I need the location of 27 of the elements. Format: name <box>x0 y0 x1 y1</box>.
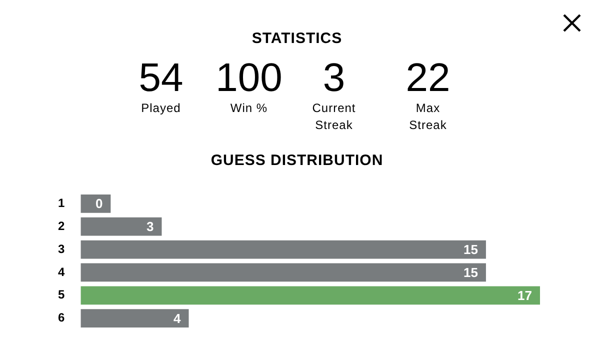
data-label: 100 <box>214 56 284 100</box>
data-label: 22 <box>404 56 452 100</box>
bar <box>80 286 540 305</box>
data-label: 0 <box>95 196 103 212</box>
category-label: Max Streak <box>408 100 448 134</box>
data-label: 3 <box>146 219 154 234</box>
data-label: 15 <box>463 265 478 280</box>
data-label: 54 <box>138 56 184 100</box>
bar <box>80 217 162 236</box>
category-label: Current Streak <box>311 100 357 134</box>
chart-title: GUESS DISTRIBUTION <box>210 152 384 169</box>
data-label: 15 <box>463 242 478 258</box>
y-tick-label: 6 <box>58 310 65 325</box>
y-tick-label: 1 <box>58 196 65 210</box>
category-label: Played <box>140 100 182 117</box>
bar <box>80 263 486 282</box>
category-label: Win % <box>229 100 269 117</box>
text: STATISTICS <box>250 30 344 47</box>
y-tick-label: 2 <box>58 218 65 233</box>
y-tick-label: 5 <box>58 288 65 302</box>
bar <box>80 240 486 259</box>
y-tick-label: 3 <box>58 242 65 256</box>
data-label: 3 <box>322 56 346 100</box>
data-label: 4 <box>174 310 182 326</box>
y-tick-label: 4 <box>58 264 65 279</box>
bar <box>80 309 189 328</box>
data-label: 17 <box>518 288 532 303</box>
